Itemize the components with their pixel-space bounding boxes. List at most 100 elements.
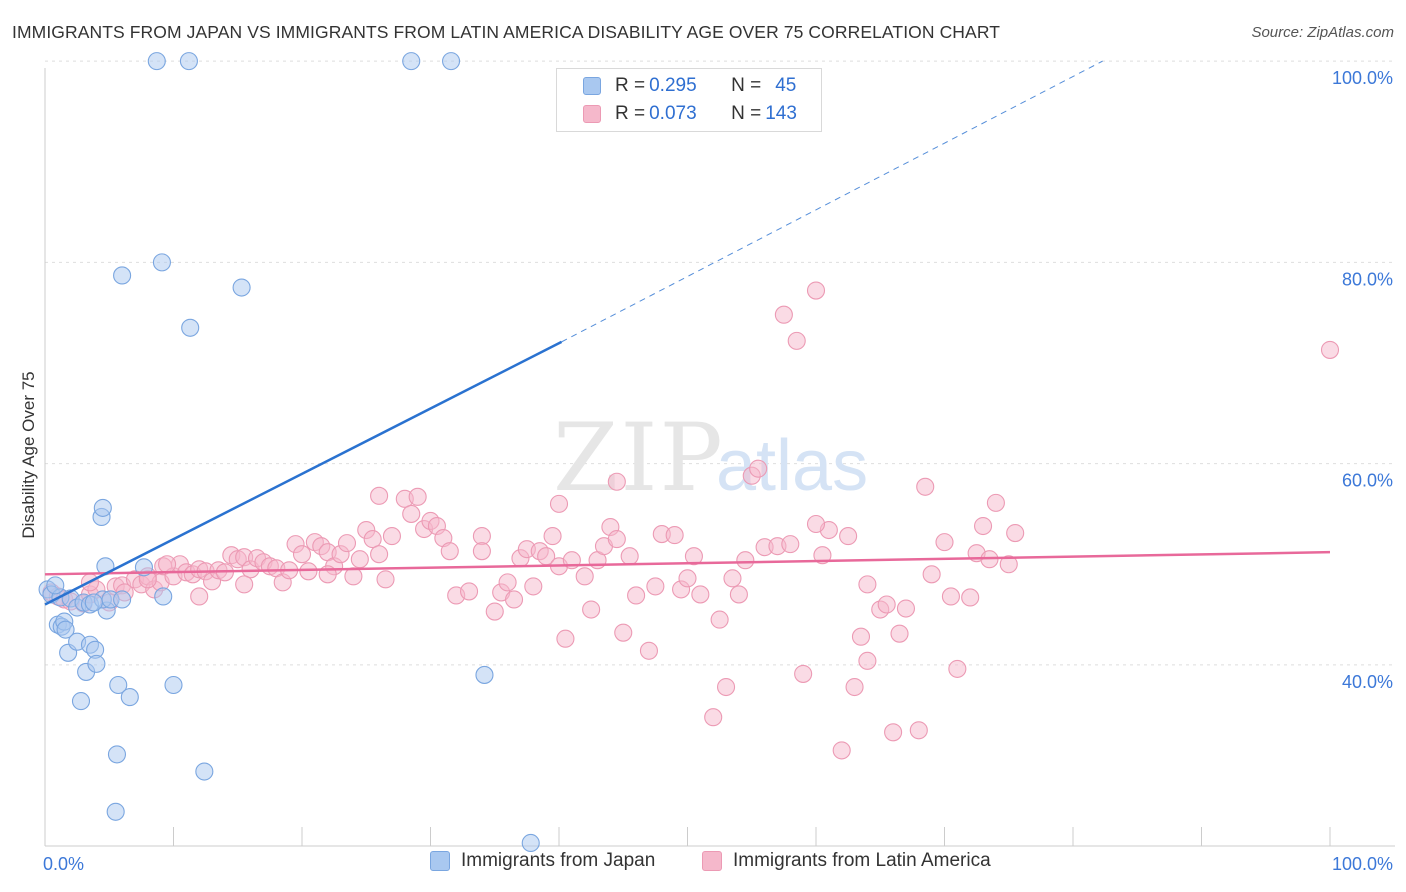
- data-point-latin-america: [620, 547, 639, 566]
- watermark: ZIP atlas: [553, 404, 868, 513]
- data-point-latin-america: [408, 487, 427, 506]
- legend-n-value-japan: 45: [775, 75, 797, 96]
- watermark-zip: ZIP: [553, 404, 725, 513]
- data-point-latin-america: [774, 305, 793, 324]
- series-legend-japan[interactable]: Immigrants from Japan: [430, 850, 655, 872]
- data-point-latin-america: [678, 569, 697, 588]
- data-point-japan: [152, 253, 171, 272]
- data-point-latin-america: [472, 542, 491, 561]
- y-tick-label: 60.0%: [1342, 471, 1393, 491]
- watermark-atlas: atlas: [716, 426, 868, 506]
- data-point-latin-america: [851, 627, 871, 646]
- data-point-japan: [56, 620, 75, 639]
- data-point-japan: [232, 278, 251, 297]
- data-point-latin-america: [556, 629, 575, 648]
- data-point-latin-america: [961, 588, 980, 607]
- data-point-japan: [109, 675, 128, 695]
- data-point-latin-america: [344, 567, 363, 586]
- x-tick-label-min: 0.0%: [43, 854, 84, 874]
- data-point-japan: [475, 665, 494, 684]
- data-point-latin-america: [575, 567, 594, 586]
- data-point-latin-america: [363, 530, 382, 549]
- series-legend-latin[interactable]: Immigrants from Latin America: [702, 850, 991, 872]
- data-point-latin-america: [986, 493, 1005, 512]
- y-tick-label: 80.0%: [1342, 269, 1393, 289]
- data-point-latin-america: [549, 494, 569, 513]
- source-credit: Source: ZipAtlas.com: [1251, 24, 1394, 41]
- data-point-latin-america: [1006, 524, 1025, 543]
- data-point-latin-america: [472, 527, 491, 546]
- data-point-latin-america: [916, 477, 935, 496]
- tick-labels: 40.0% 60.0% 80.0% 100.0% 0.0% 100.0%: [43, 68, 1393, 874]
- data-point-latin-america: [402, 504, 421, 523]
- data-point-latin-america: [935, 533, 954, 552]
- trend-line-japan: [44, 340, 563, 606]
- data-point-latin-america: [710, 610, 729, 629]
- data-point-latin-america: [845, 677, 864, 697]
- data-point-latin-america: [524, 577, 543, 596]
- chart-title: IMMIGRANTS FROM JAPAN VS IMMIGRANTS FROM…: [12, 22, 1001, 42]
- japan-points: [38, 52, 540, 853]
- data-point-latin-america: [716, 677, 736, 697]
- data-point-japan: [195, 762, 214, 781]
- data-point-latin-america: [884, 723, 903, 742]
- legend-swatch-latin: [583, 105, 601, 123]
- data-point-latin-america: [948, 659, 967, 678]
- data-point-latin-america: [806, 514, 826, 534]
- data-point-latin-america: [543, 527, 562, 546]
- series-label-latin: Immigrants from Latin America: [733, 850, 991, 871]
- data-point-latin-america: [896, 599, 916, 618]
- data-point-latin-america: [485, 602, 504, 621]
- data-point-latin-america: [498, 573, 517, 592]
- data-point-japan: [113, 590, 132, 609]
- data-point-latin-america: [813, 546, 832, 565]
- series-swatch-latin: [702, 851, 722, 871]
- y-axis-label: Disability Age Over 75: [19, 371, 38, 538]
- data-point-latin-america: [704, 708, 723, 727]
- data-point-japan: [181, 318, 200, 337]
- legend-n-label: N =: [731, 103, 762, 124]
- data-point-latin-america: [376, 570, 395, 589]
- data-point-japan: [106, 802, 125, 821]
- data-point-latin-america: [646, 577, 665, 596]
- data-point-latin-america: [504, 590, 524, 609]
- legend-row-japan: R = 0.295 N = 45: [583, 73, 796, 99]
- data-point-latin-america: [607, 472, 626, 491]
- data-point-japan: [46, 576, 65, 595]
- data-point-japan: [147, 52, 166, 71]
- data-point-latin-america: [806, 281, 826, 300]
- legend-n-value-latin: 143: [765, 103, 797, 124]
- data-point-japan: [521, 833, 540, 853]
- data-point-latin-america: [582, 600, 601, 619]
- data-point-latin-america: [794, 664, 813, 683]
- trend-line-latin-america: [44, 550, 1331, 576]
- data-point-japan: [179, 52, 198, 71]
- x-tick-label-max: 100.0%: [1332, 854, 1393, 874]
- data-point-latin-america: [607, 530, 626, 549]
- data-point-latin-america: [749, 459, 768, 478]
- series-swatch-japan: [430, 851, 450, 871]
- data-point-latin-america: [292, 545, 312, 564]
- data-point-latin-america: [627, 586, 646, 605]
- data-point-latin-america: [781, 535, 800, 554]
- data-point-latin-america: [370, 486, 389, 505]
- data-point-japan: [120, 688, 139, 707]
- data-point-latin-america: [858, 575, 877, 594]
- data-point-latin-america: [909, 721, 928, 740]
- data-point-japan: [154, 587, 173, 606]
- data-point-latin-america: [858, 651, 877, 670]
- data-point-japan: [93, 498, 112, 517]
- data-point-latin-america: [337, 534, 357, 553]
- data-point-latin-america: [922, 565, 941, 584]
- data-point-latin-america: [890, 624, 909, 643]
- y-tick-label: 100.0%: [1332, 68, 1393, 88]
- data-point-latin-america: [729, 585, 748, 604]
- data-point-japan: [164, 675, 183, 695]
- data-point-latin-america: [723, 569, 742, 588]
- data-point-latin-america: [832, 741, 851, 760]
- data-point-latin-america: [440, 542, 459, 561]
- data-point-japan: [71, 692, 91, 711]
- data-point-japan: [402, 52, 421, 71]
- data-point-latin-america: [382, 527, 402, 546]
